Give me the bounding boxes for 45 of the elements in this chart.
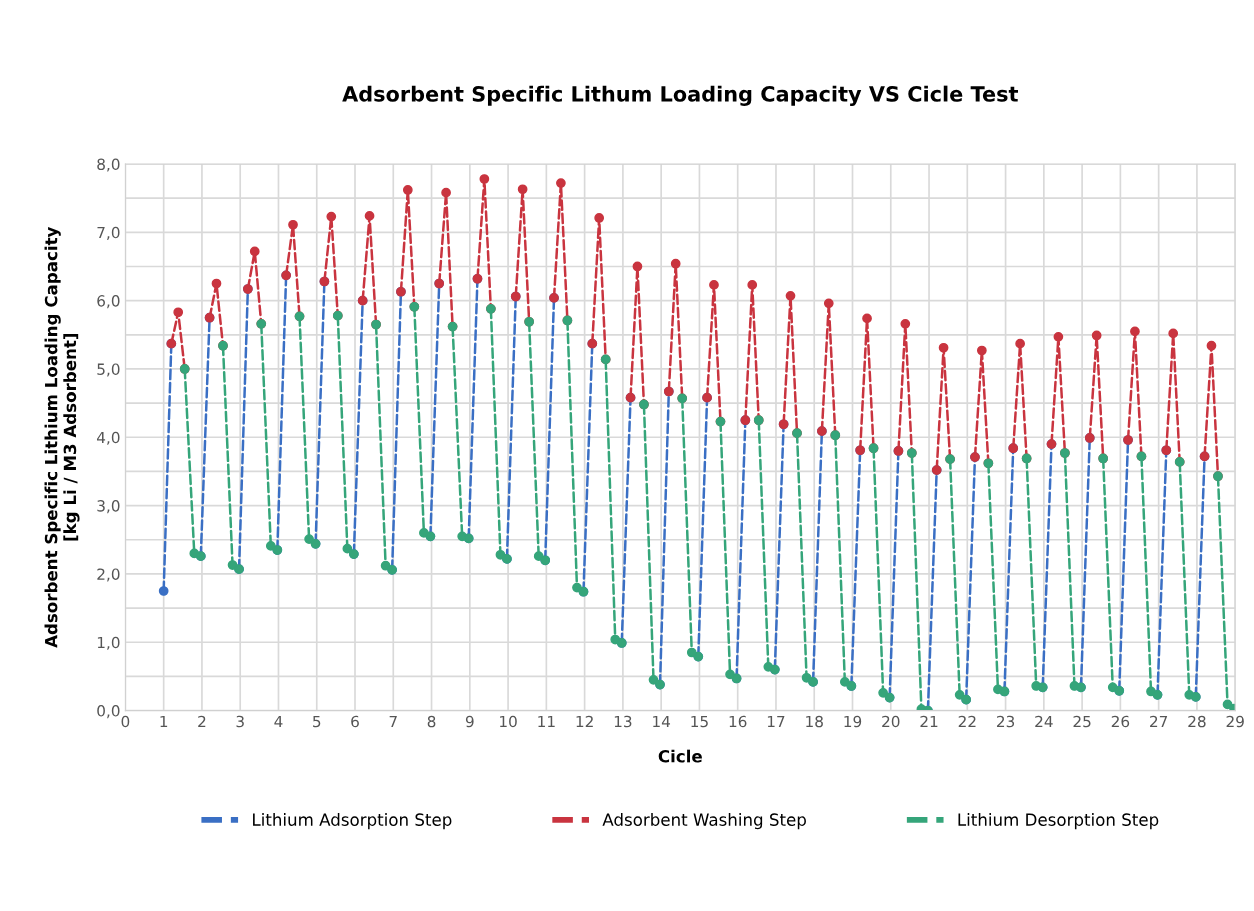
x-tick-label: 5	[313, 715, 321, 728]
x-axis-title: Cicle	[658, 749, 702, 763]
y-tick-label: 6,0	[97, 295, 120, 309]
x-tick-label: 15	[691, 715, 708, 728]
chart-title: Adsorbent Specific Lithum Loading Capacity VS Cicle Test	[342, 85, 1019, 106]
x-tick-label: 20	[882, 715, 900, 728]
y-axis-title: Adsorbent Specific Lithium Loading Capacity [kg Li / M3 Adsorbent]	[44, 226, 80, 648]
x-tick-label: 22	[958, 715, 976, 728]
y-tick-label: 7,0	[97, 226, 120, 240]
x-tick-label: 28	[1188, 715, 1206, 728]
x-tick-label: 24	[1035, 715, 1053, 728]
legend-label: Adsorbent Washing Step	[602, 813, 806, 830]
y-tick-label: 4,0	[96, 431, 120, 445]
x-tick-label: 18	[806, 715, 823, 728]
x-tick-label: 0	[121, 715, 130, 728]
x-tick-label: 2	[198, 715, 206, 728]
x-tick-label: 27	[1150, 715, 1168, 728]
x-tick-label: 25	[1073, 715, 1091, 728]
x-tick-label: 11	[538, 715, 555, 728]
legend-label: Lithium Desorption Step	[958, 813, 1159, 830]
y-tick-label: 5,0	[97, 363, 120, 377]
y-tick-label: 3,0	[97, 500, 120, 514]
y-tick-label: 8,0	[97, 158, 120, 172]
x-tick-label: 1	[160, 715, 168, 728]
y-tick-label: 1,0	[97, 636, 120, 650]
x-tick-label: 16	[729, 715, 747, 728]
x-tick-label: 6	[351, 715, 359, 728]
x-tick-label: 17	[767, 715, 785, 728]
x-tick-label: 23	[996, 715, 1015, 728]
x-tick-label: 10	[500, 715, 517, 728]
x-tick-label: 9	[465, 715, 474, 728]
x-tick-label: 4	[274, 715, 283, 728]
y-tick-label: 0,0	[97, 705, 120, 719]
x-tick-label: 26	[1111, 715, 1130, 728]
x-tick-label: 21	[920, 715, 938, 728]
x-tick-label: 8	[427, 715, 436, 728]
x-tick-label: 19	[844, 715, 862, 728]
x-tick-label: 14	[653, 715, 671, 728]
x-tick-label: 12	[576, 715, 593, 728]
x-tick-label: 13	[614, 715, 632, 728]
legend-label: Lithium Adsorption Step	[253, 813, 452, 830]
x-tick-label: 29	[1226, 715, 1244, 728]
y-tick-label: 2,0	[97, 568, 120, 582]
x-tick-label: 7	[389, 715, 397, 728]
x-tick-label: 3	[236, 715, 244, 728]
